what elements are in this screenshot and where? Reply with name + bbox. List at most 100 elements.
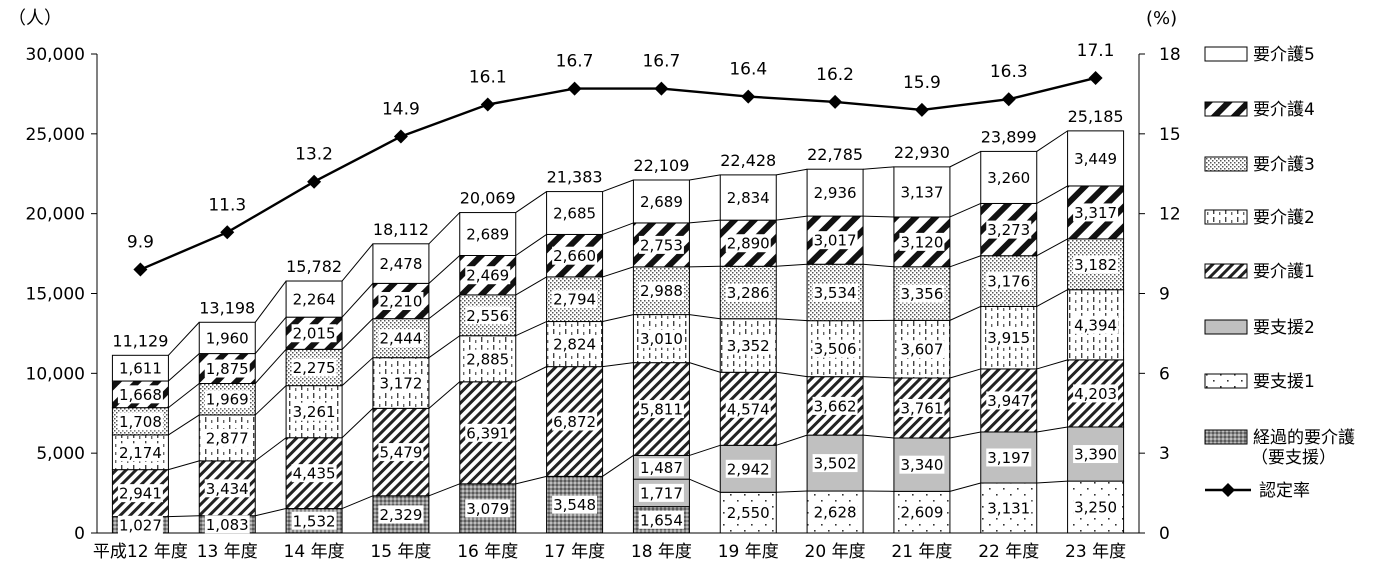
bar-connector-line xyxy=(776,215,808,221)
bar-connector-line xyxy=(949,150,981,168)
bar-connector-line xyxy=(1036,130,1068,152)
segment-label-bg xyxy=(117,385,163,404)
segment-label-bg xyxy=(291,511,337,530)
segment-value-label: 1,717 xyxy=(640,484,683,502)
left-axis-unit: （人） xyxy=(8,8,62,29)
rate-point-marker xyxy=(393,129,408,144)
x-category-label: 22 年度 xyxy=(978,542,1039,562)
total-value-labels: 11,129 13,198 15,782 18,112 20,069 21,383 22,1… xyxy=(112,107,1123,350)
segment-value-label: 3,506 xyxy=(814,340,857,358)
segment-label-bg xyxy=(812,454,858,473)
bar-total-label: 22,428 xyxy=(720,151,776,170)
segment-label-bg xyxy=(812,231,858,250)
segment-label-bg xyxy=(638,329,684,348)
bar-connector-line xyxy=(168,353,200,382)
segment-value-label: 1,960 xyxy=(206,329,249,347)
bar-connector-line xyxy=(254,349,287,384)
segment-label-bg xyxy=(1073,149,1119,168)
segment-value-label: 2,685 xyxy=(553,205,596,223)
bar-connector-line xyxy=(602,455,634,477)
segment-value-label: 3,534 xyxy=(814,284,857,302)
legend-swatch xyxy=(1204,319,1248,335)
bar-connector-line xyxy=(428,212,461,245)
bar-connector-line xyxy=(602,222,634,235)
segment-value-label: 3,250 xyxy=(1074,499,1117,517)
x-category-label: 18 年度 xyxy=(631,542,692,562)
bar-connector-line xyxy=(428,335,461,359)
segment-label-bg xyxy=(638,510,684,529)
segment-value-label: 4,394 xyxy=(1074,316,1117,334)
segment-value-label: 2,628 xyxy=(814,504,857,522)
segment-label-bg xyxy=(552,204,598,223)
x-category-label: 14 年度 xyxy=(284,542,345,562)
rate-value-label: 17.1 xyxy=(1077,41,1115,61)
bar-connector-line xyxy=(255,508,287,517)
segment-value-labels: 1,027 2,941 2,174 1,708 1,668 1,611 1,083 3,434… xyxy=(117,149,1119,534)
bar-total-label: 21,383 xyxy=(547,168,603,187)
bar-connector-line xyxy=(949,368,981,379)
segment-label-bg xyxy=(638,281,684,300)
bar-total-label: 20,069 xyxy=(460,189,516,208)
legend-label: 要介護2 xyxy=(1253,208,1315,228)
segment-label-bg xyxy=(465,266,511,285)
legend-swatch xyxy=(1204,46,1248,62)
legend-swatch xyxy=(1204,101,1248,117)
right-axis-unit: (%) xyxy=(1146,8,1177,29)
segment-label-bg xyxy=(1073,203,1119,222)
segment-label-bg xyxy=(552,335,598,354)
segment-value-label: 4,203 xyxy=(1074,385,1117,403)
segment-label-bg xyxy=(465,349,511,368)
rate-point-marker xyxy=(307,174,322,189)
segment-value-label: 2,689 xyxy=(640,193,683,211)
rate-value-label: 16.1 xyxy=(469,68,507,88)
right-tick-label: 18 xyxy=(1159,45,1181,65)
segment-label-bg xyxy=(638,458,684,477)
segment-label-bg xyxy=(552,412,598,431)
segment-value-label: 2,660 xyxy=(553,247,596,265)
segment-value-label: 3,017 xyxy=(814,232,857,250)
segment-value-label: 3,449 xyxy=(1074,150,1117,168)
bar-connector-line xyxy=(863,166,894,170)
segment-label-bg xyxy=(812,503,858,522)
bar-connector-line xyxy=(341,495,374,510)
segment-label-bg xyxy=(812,283,858,302)
rate-point-marker xyxy=(741,89,756,104)
segment-label-bg xyxy=(465,225,511,244)
segment-label-bg xyxy=(638,235,684,254)
bar-connector-line xyxy=(949,203,981,218)
segment-label-bg xyxy=(552,246,598,265)
right-tick-label: 3 xyxy=(1159,444,1170,464)
rate-point-marker xyxy=(654,81,669,96)
bar-connector-line xyxy=(428,294,461,320)
bar-connector-line xyxy=(341,283,374,318)
segment-value-label: 3,607 xyxy=(900,341,943,359)
segment-value-label: 5,811 xyxy=(640,401,683,419)
segment-value-label: 2,210 xyxy=(379,293,422,311)
segment-value-label: 3,273 xyxy=(987,221,1030,239)
segment-value-label: 3,137 xyxy=(900,183,943,201)
segment-value-label: 3,197 xyxy=(987,449,1030,467)
segment-value-label: 1,875 xyxy=(206,360,249,378)
rate-point-marker xyxy=(220,225,235,240)
segment-label-bg xyxy=(725,336,771,355)
segment-label-bg xyxy=(552,495,598,514)
segment-value-label: 3,261 xyxy=(293,403,336,421)
segment-value-label: 3,947 xyxy=(987,392,1030,410)
segment-value-label: 3,182 xyxy=(1074,256,1117,274)
rate-point-marker xyxy=(914,102,929,117)
legend-swatch xyxy=(1204,263,1248,279)
bar-connector-lines xyxy=(168,130,1068,518)
rate-point-marker xyxy=(133,262,148,277)
legend-swatch xyxy=(1204,156,1248,172)
segment-value-label: 1,611 xyxy=(119,360,162,378)
plot-area: 0 5,000 10,000 15,000 20,000 25,000 30,000 0 3 6… xyxy=(26,41,1181,562)
bar-total-label: 22,930 xyxy=(894,143,950,162)
segment-value-label: 1,027 xyxy=(119,516,162,534)
segment-label-bg xyxy=(204,515,250,534)
segment-label-bg xyxy=(465,499,511,518)
rate-point-marker xyxy=(1088,70,1103,85)
left-tick-label: 5,000 xyxy=(36,444,85,464)
segment-value-label: 2,174 xyxy=(119,444,162,462)
segment-value-label: 3,172 xyxy=(379,375,422,393)
segment-value-label: 3,317 xyxy=(1074,204,1117,222)
